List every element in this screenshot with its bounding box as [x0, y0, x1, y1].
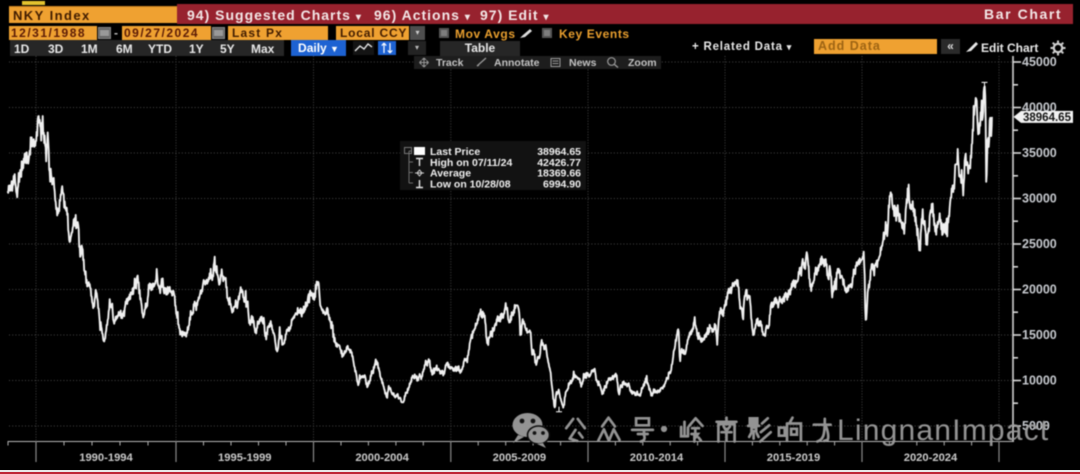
svg-text:35000: 35000 — [1022, 146, 1057, 160]
svg-text:2015-2019: 2015-2019 — [767, 452, 821, 464]
svg-text:18369.66: 18369.66 — [537, 168, 581, 180]
svg-text:Low on 10/28/08: Low on 10/28/08 — [430, 179, 511, 191]
svg-text:News: News — [569, 57, 597, 69]
svg-text:Average: Average — [430, 168, 471, 180]
svg-text:LingnanImpact: LingnanImpact — [837, 414, 1049, 447]
svg-text:2010-2014: 2010-2014 — [630, 452, 684, 464]
svg-text:1995-1999: 1995-1999 — [218, 452, 272, 464]
svg-text:5000: 5000 — [1022, 419, 1050, 433]
svg-text:45000: 45000 — [1022, 56, 1057, 69]
svg-text:6994.90: 6994.90 — [543, 179, 581, 191]
svg-text:2005-2009: 2005-2009 — [493, 452, 547, 464]
svg-text:42426.77: 42426.77 — [537, 157, 581, 169]
svg-text:10000: 10000 — [1022, 374, 1057, 388]
svg-text:2020-2024: 2020-2024 — [904, 452, 958, 464]
svg-text:30000: 30000 — [1022, 192, 1057, 206]
svg-text:15000: 15000 — [1022, 328, 1057, 342]
svg-text:38964.65: 38964.65 — [537, 146, 581, 158]
svg-text:25000: 25000 — [1022, 237, 1057, 251]
svg-text:Last Price: Last Price — [430, 146, 480, 158]
svg-text:Annotate: Annotate — [494, 57, 540, 69]
svg-text:38964.65: 38964.65 — [1023, 112, 1072, 124]
svg-text:20000: 20000 — [1022, 283, 1057, 297]
svg-text:1990-1994: 1990-1994 — [79, 452, 133, 464]
svg-text:Track: Track — [436, 57, 464, 69]
svg-text:2000-2004: 2000-2004 — [355, 452, 409, 464]
svg-text:Zoom: Zoom — [628, 57, 657, 69]
svg-text:High on 07/11/24: High on 07/11/24 — [430, 157, 512, 169]
